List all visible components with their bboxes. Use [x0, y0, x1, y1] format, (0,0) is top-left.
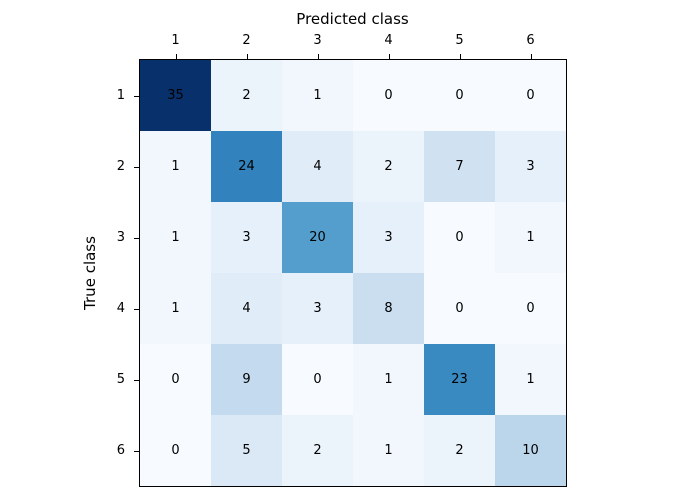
heatmap-grid: 35 2 1 0 0 0 1 24 4 2 7 3 1 3 20 3 0 1 1 4 3 8 0 0 0 9 0 1 23 1 0 5 2 1 2 1…	[139, 59, 567, 487]
matrix-cell-r4-c4: 8	[353, 273, 424, 344]
x-tick-mark	[246, 54, 248, 59]
matrix-cell-r2-c2: 24	[211, 131, 282, 202]
matrix-cell-r1-c4: 0	[353, 60, 424, 131]
matrix-cell-r6-c5: 2	[424, 415, 495, 486]
matrix-cell-r3-c1: 1	[140, 202, 211, 273]
x-tick-label-3: 3	[313, 33, 322, 48]
matrix-cell-r3-c5: 0	[424, 202, 495, 273]
y-tick-mark	[134, 166, 139, 168]
y-tick-label-5: 5	[116, 371, 125, 387]
y-tick-label-3: 3	[116, 229, 125, 245]
matrix-cell-r4-c5: 0	[424, 273, 495, 344]
matrix-cell-r5-c3: 0	[282, 344, 353, 415]
matrix-cell-r6-c1: 0	[140, 415, 211, 486]
x-tick-label-5: 5	[455, 33, 464, 48]
matrix-cell-r1-c2: 2	[211, 60, 282, 131]
x-tick-mark	[530, 54, 532, 59]
y-tick-label-6: 6	[116, 442, 125, 458]
matrix-cell-r3-c4: 3	[353, 202, 424, 273]
matrix-cell-r6-c6: 10	[495, 415, 566, 486]
matrix-cell-r5-c6: 1	[495, 344, 566, 415]
matrix-cell-r4-c2: 4	[211, 273, 282, 344]
y-tick-mark	[134, 450, 139, 452]
matrix-cell-r4-c6: 0	[495, 273, 566, 344]
matrix-cell-r5-c4: 1	[353, 344, 424, 415]
x-tick-label-6: 6	[526, 33, 535, 48]
matrix-cell-r3-c6: 1	[495, 202, 566, 273]
matrix-cell-r2-c4: 2	[353, 131, 424, 202]
matrix-cell-r1-c6: 0	[495, 60, 566, 131]
y-tick-mark	[134, 308, 139, 310]
matrix-cell-r6-c2: 5	[211, 415, 282, 486]
matrix-cell-r2-c6: 3	[495, 131, 566, 202]
matrix-cell-r4-c1: 1	[140, 273, 211, 344]
matrix-cell-r5-c1: 0	[140, 344, 211, 415]
y-tick-label-2: 2	[116, 158, 125, 174]
x-tick-label-4: 4	[384, 33, 393, 48]
matrix-cell-r5-c2: 9	[211, 344, 282, 415]
matrix-cell-r2-c1: 1	[140, 131, 211, 202]
matrix-cell-r4-c3: 3	[282, 273, 353, 344]
x-tick-mark	[459, 54, 461, 59]
matrix-cell-r3-c3: 20	[282, 202, 353, 273]
matrix-cell-r6-c4: 1	[353, 415, 424, 486]
x-tick-label-2: 2	[242, 33, 251, 48]
matrix-cell-r1-c1: 35	[140, 60, 211, 131]
y-tick-mark	[134, 237, 139, 239]
x-tick-mark	[175, 54, 177, 59]
x-tick-mark	[317, 54, 319, 59]
y-tick-label-1: 1	[116, 87, 125, 103]
x-tick-label-1: 1	[171, 33, 180, 48]
matrix-cell-r2-c3: 4	[282, 131, 353, 202]
y-tick-mark	[134, 95, 139, 97]
y-tick-label-4: 4	[116, 300, 125, 316]
y-axis-title: True class	[81, 236, 99, 310]
x-axis-title: Predicted class	[296, 10, 409, 28]
matrix-cell-r1-c3: 1	[282, 60, 353, 131]
matrix-cell-r2-c5: 7	[424, 131, 495, 202]
matrix-cell-r1-c5: 0	[424, 60, 495, 131]
matrix-cell-r3-c2: 3	[211, 202, 282, 273]
x-tick-mark	[388, 54, 390, 59]
matrix-cell-r6-c3: 2	[282, 415, 353, 486]
y-tick-mark	[134, 379, 139, 381]
matrix-cell-r5-c5: 23	[424, 344, 495, 415]
